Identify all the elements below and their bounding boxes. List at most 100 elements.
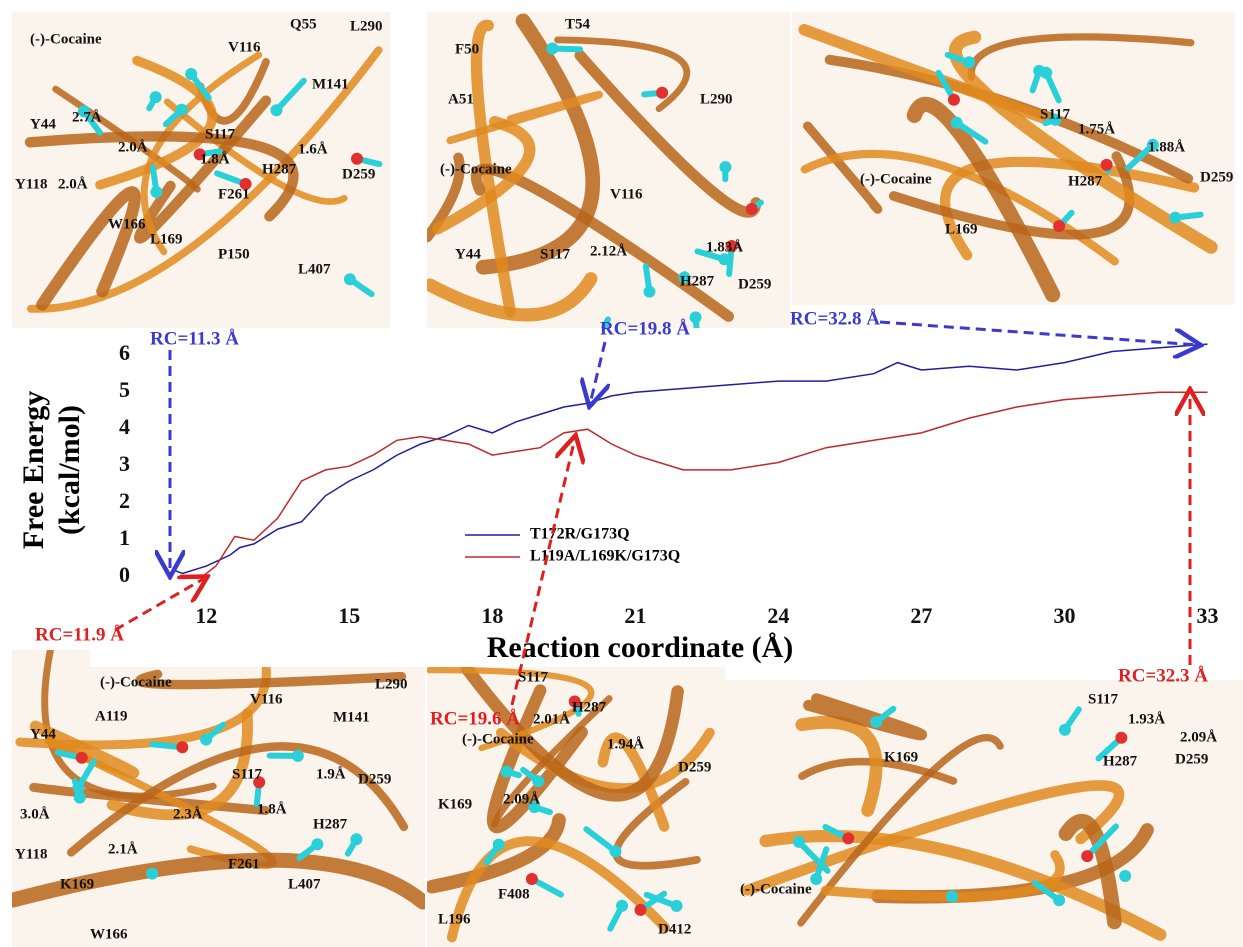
residue-label: Y44: [455, 246, 481, 262]
residue-label: 2.12Å: [590, 243, 627, 259]
atom: [344, 273, 356, 285]
plot-bg: [90, 328, 1217, 667]
atom: [526, 873, 538, 885]
atom: [200, 734, 212, 746]
x-tick-label: 33: [1196, 603, 1218, 628]
residue-label: S117: [205, 126, 236, 142]
atom: [609, 845, 621, 857]
atom: [546, 42, 558, 54]
y-tick-label: 6: [119, 340, 130, 365]
residue-label: H287: [572, 699, 607, 715]
atom: [1059, 724, 1071, 736]
y-tick-label: 4: [119, 414, 130, 439]
residue-label: S117: [1040, 106, 1071, 122]
residue-label: 1.8Å: [200, 151, 230, 167]
atom: [1169, 212, 1181, 224]
atom: [76, 752, 88, 764]
residue-label: 1.8Å: [257, 801, 287, 817]
atom: [946, 891, 958, 903]
residue-label: 3.0Å: [20, 806, 50, 822]
atom: [176, 104, 188, 116]
residue-label: 1.93Å: [1128, 711, 1165, 727]
residue-label: H287: [262, 161, 297, 177]
annotation: RC=19.8 Å: [600, 318, 690, 339]
residue-label: K169: [438, 796, 472, 812]
annotation: RC=19.6 Å: [430, 708, 520, 729]
y-tick-label: 2: [119, 488, 130, 513]
residue-label: Y118: [15, 176, 48, 192]
atom: [350, 833, 362, 845]
residue-label: 2.7Å: [72, 109, 102, 125]
atom: [1081, 850, 1093, 862]
x-tick-label: 15: [338, 603, 360, 628]
atom: [1119, 870, 1131, 882]
residue-label: S117: [540, 246, 571, 262]
residue-label: W166: [108, 216, 146, 232]
residue-label: 1.9Å: [316, 766, 346, 782]
residue-label: 2.01Å: [533, 711, 570, 727]
residue-label: D259: [738, 276, 771, 292]
residue-label: M141: [312, 76, 349, 92]
atom: [656, 87, 668, 99]
atom: [671, 900, 683, 912]
residue-label: 1.88Å: [1148, 139, 1185, 155]
structure-panel: S1171.93Å2.09ÅK169H287D259(-)-Cocaine: [725, 680, 1243, 947]
residue-label: K169: [60, 876, 94, 892]
residue-label: (-)-Cocaine: [860, 171, 932, 187]
annotation: RC=32.8 Å: [790, 308, 880, 329]
residue-label: D259: [1175, 751, 1208, 767]
residue-label: L196: [438, 911, 471, 927]
residue-label: S117: [518, 669, 549, 685]
atom: [292, 750, 304, 762]
residue-label: 2.09Å: [503, 791, 540, 807]
residue-label: 1.83Å: [706, 239, 743, 255]
residue-label: L407: [288, 876, 321, 892]
panel-art: [792, 12, 1235, 305]
residue-label: D259: [678, 759, 711, 775]
atom: [1115, 732, 1127, 744]
atom: [948, 94, 960, 106]
atom: [1101, 159, 1113, 171]
residue-label: F261: [218, 186, 250, 202]
residue-label: L169: [150, 231, 183, 247]
panel-art: [12, 650, 425, 947]
x-tick-label: 12: [195, 603, 217, 628]
atom: [842, 832, 854, 844]
residue-label: 2.1Å: [108, 841, 138, 857]
atom: [690, 311, 702, 323]
residue-label: T54: [565, 16, 591, 32]
y-tick-label: 5: [119, 377, 130, 402]
residue-label: H287: [313, 816, 348, 832]
residue-label: 1.75Å: [1078, 121, 1115, 137]
atom: [270, 104, 282, 116]
atom: [185, 68, 197, 80]
residue-label: L169: [945, 221, 978, 237]
y-axis-label: (kcal/mol): [53, 405, 86, 535]
atom: [1053, 220, 1065, 232]
residue-label: Y118: [15, 846, 48, 862]
residue-label: L290: [700, 91, 733, 107]
residue-label: D259: [1200, 169, 1233, 185]
residue-label: (-)-Cocaine: [440, 161, 512, 177]
atom: [532, 775, 544, 787]
residue-label: M141: [333, 709, 370, 725]
x-axis-label: Reaction coordinate (Å): [487, 631, 794, 664]
structure-panel: (-)-CocaineQ55V116L290M141Y442.7ÅS1172.0…: [12, 12, 390, 328]
y-axis-label: Free Energy: [17, 391, 50, 550]
legend-label: T172R/G173Q: [530, 526, 630, 543]
residue-label: 2.3Å: [173, 806, 203, 822]
atom: [311, 838, 323, 850]
residue-label: (-)-Cocaine: [740, 881, 812, 897]
residue-label: (-)-Cocaine: [30, 31, 102, 47]
residue-label: (-)-Cocaine: [462, 731, 534, 747]
atom: [1033, 65, 1045, 77]
residue-label: V116: [228, 39, 261, 55]
residue-label: S117: [1088, 691, 1119, 707]
residue-label: V116: [250, 691, 283, 707]
y-tick-label: 3: [119, 451, 130, 476]
atom: [351, 153, 363, 165]
residue-label: 2.0Å: [118, 139, 148, 155]
residue-label: D412: [658, 921, 691, 937]
residue-label: 1.6Å: [298, 141, 328, 157]
atom: [150, 91, 162, 103]
